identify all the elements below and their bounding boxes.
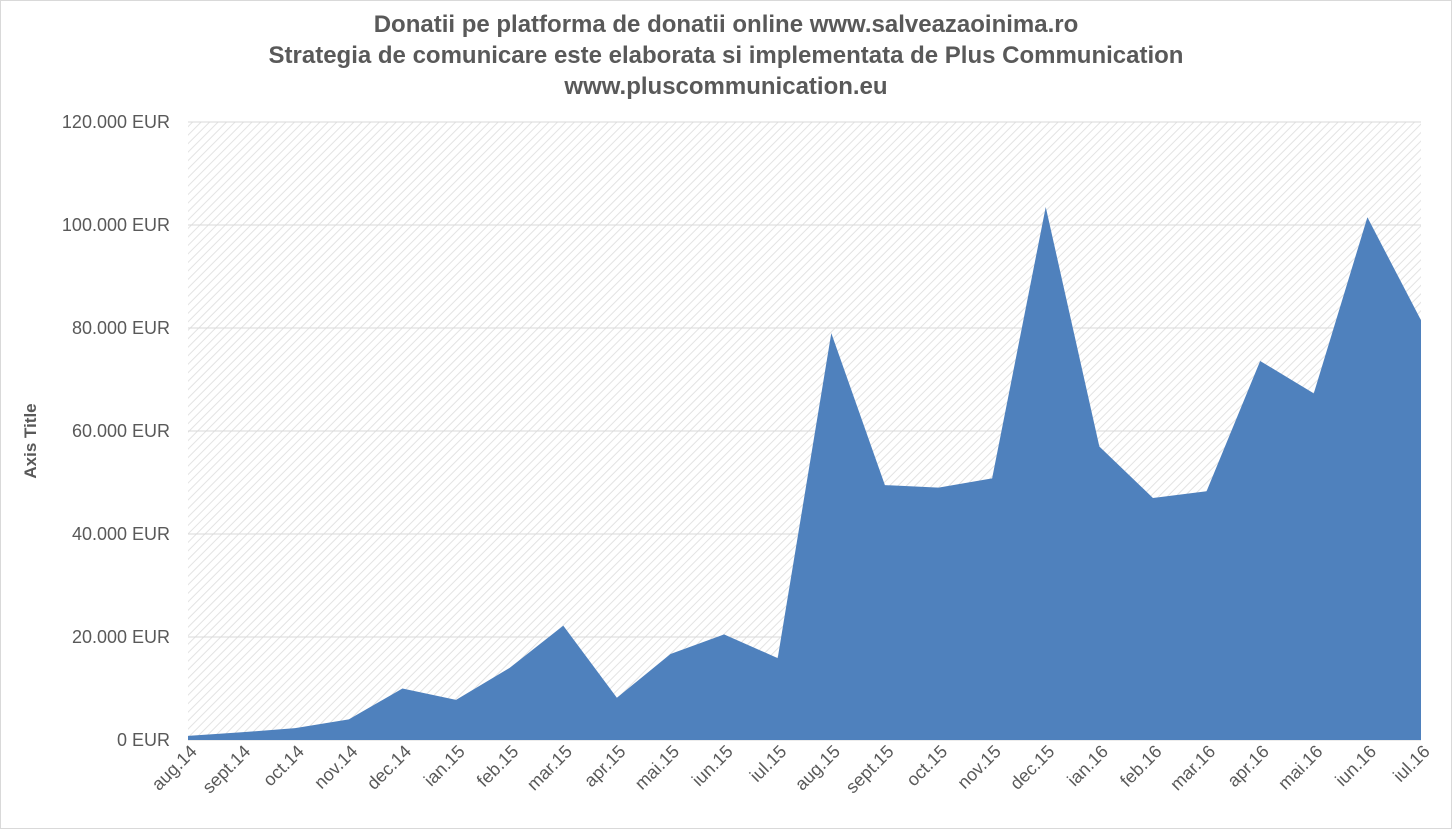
y-tick-label: 0 EUR xyxy=(117,730,170,750)
x-tick-label: mar.16 xyxy=(1166,741,1219,794)
x-tick-label: dec.14 xyxy=(363,741,415,793)
x-tick-label: mar.15 xyxy=(523,741,576,794)
x-tick-label: feb.16 xyxy=(1116,741,1166,791)
y-tick-label: 100.000 EUR xyxy=(62,215,170,235)
series-area xyxy=(188,206,1421,741)
chart-title-line-3: www.pluscommunication.eu xyxy=(564,73,888,100)
x-tick-label: iul.15 xyxy=(746,741,791,786)
x-tick-label: dec.15 xyxy=(1006,741,1058,793)
x-tick-label: nov.15 xyxy=(953,741,1004,792)
x-tick-label: oct.15 xyxy=(902,741,951,790)
x-tick-label: apr.16 xyxy=(1223,741,1273,791)
x-tick-label: nov.14 xyxy=(310,741,361,792)
y-tick-label: 120.000 EUR xyxy=(62,112,170,132)
y-tick-label: 40.000 EUR xyxy=(72,524,170,544)
x-tick-label: oct.14 xyxy=(259,741,308,790)
x-tick-label: sept.15 xyxy=(842,741,898,797)
chart-title-line-1: Donatii pe platforma de donatii online w… xyxy=(373,11,1079,38)
x-tick-label: sept.14 xyxy=(198,741,254,797)
chart-title-line-2: Strategia de comunicare este elaborata s… xyxy=(268,42,1184,69)
x-tick-label: apr.15 xyxy=(580,741,630,791)
x-tick-label: ian.16 xyxy=(1063,741,1112,790)
y-axis-title: Axis Title xyxy=(21,403,40,478)
y-tick-label: 80.000 EUR xyxy=(72,318,170,338)
x-tick-label: feb.15 xyxy=(473,741,523,791)
y-tick-label: 60.000 EUR xyxy=(72,421,170,441)
x-tick-label: mai.16 xyxy=(1274,741,1326,793)
series-area-path xyxy=(188,206,1421,741)
x-tick-label: mai.15 xyxy=(631,741,683,793)
y-tick-label: 20.000 EUR xyxy=(72,627,170,647)
x-tick-label: iul.16 xyxy=(1389,741,1434,786)
x-tick-label: ian.15 xyxy=(420,741,469,790)
x-tick-label: aug.15 xyxy=(791,741,844,794)
y-axis-ticks: 0 EUR 20.000 EUR 40.000 EUR 60.000 EUR 80.00… xyxy=(62,112,170,750)
x-tick-label: iun.15 xyxy=(688,741,737,790)
x-tick-label: iun.16 xyxy=(1331,741,1380,790)
